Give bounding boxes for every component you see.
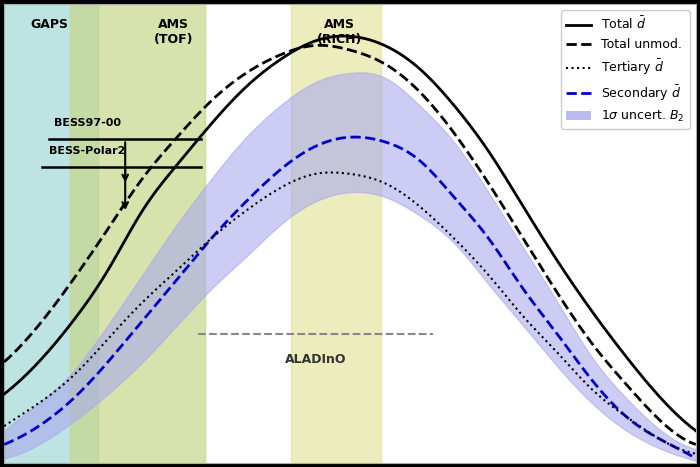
- Text: AMS
(RICH): AMS (RICH): [317, 18, 363, 46]
- Text: ALADInO: ALADInO: [285, 353, 346, 366]
- Bar: [4, 4, 97, 463]
- Text: AMS
(TOF): AMS (TOF): [154, 18, 193, 46]
- Bar: [291, 4, 381, 463]
- Text: BESS97-00: BESS97-00: [54, 118, 120, 128]
- Bar: [70, 4, 204, 463]
- Text: GAPS: GAPS: [30, 18, 68, 31]
- Legend: Total $\bar{d}$, Total unmod., Tertiary $\bar{d}$, Secondary $\bar{d}$, $1\sigma: Total $\bar{d}$, Total unmod., Tertiary …: [561, 10, 690, 129]
- Text: BESS-Polar2: BESS-Polar2: [49, 146, 125, 156]
- Bar: [70, 4, 204, 463]
